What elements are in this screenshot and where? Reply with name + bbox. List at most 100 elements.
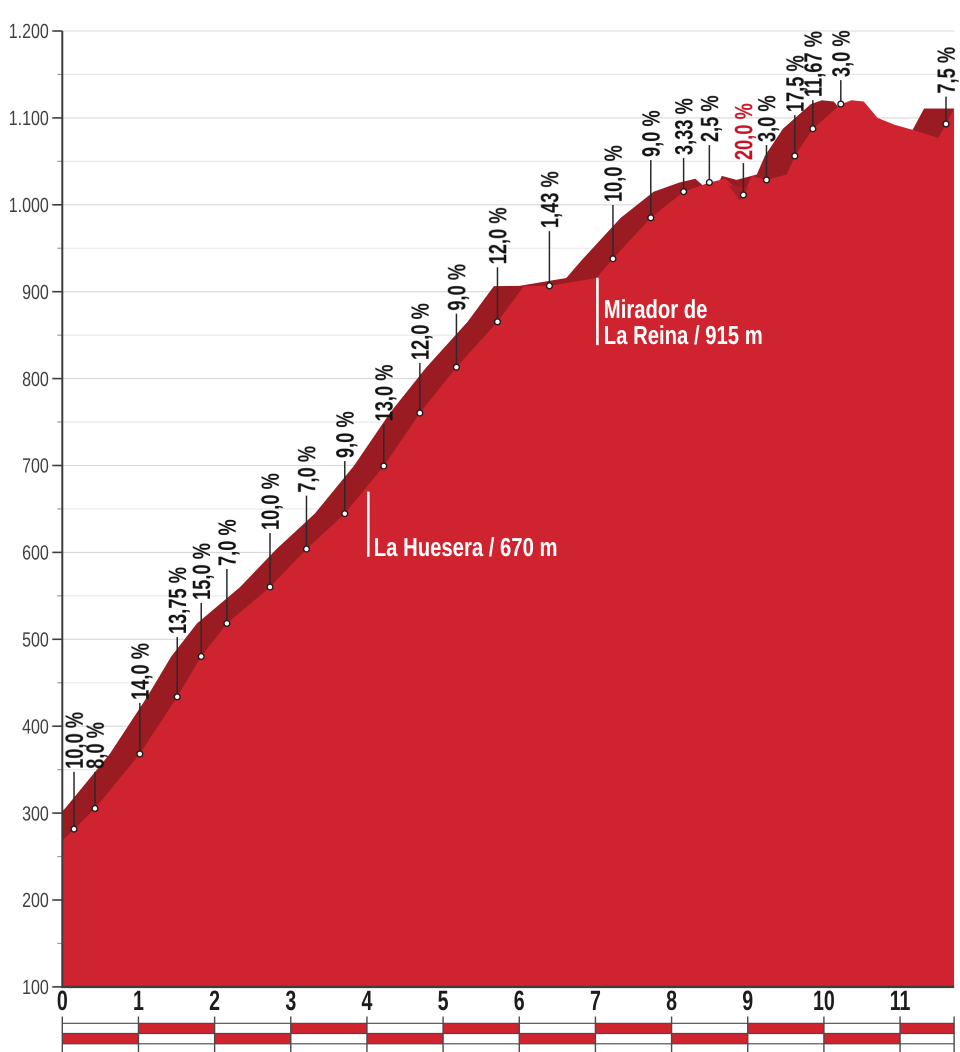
profile-dot: [942, 120, 950, 128]
x-tick-label: 2: [209, 985, 220, 1016]
profile-dot: [762, 176, 771, 184]
ruler-block-row1: [671, 1023, 748, 1034]
profile-dot: [809, 125, 817, 133]
x-tick-label: 3: [285, 985, 296, 1016]
profile-dot: [70, 825, 78, 833]
y-tick-label: 900: [22, 281, 49, 304]
profile-dot: [739, 191, 747, 199]
profile-dot: [493, 318, 502, 326]
ruler-block-row2: [823, 1033, 901, 1044]
gradient-label: 10,0 %: [61, 712, 89, 769]
gradient-label: 11,67 %: [800, 31, 828, 97]
profile-dot: [647, 214, 655, 222]
x-axis-labels: 0 1 2 3 4 5 6 7 8 9 10 11: [57, 985, 911, 1016]
ruler-block-row1: [62, 1023, 139, 1034]
profile-dot: [416, 409, 424, 417]
ruler-block-row2: [519, 1033, 596, 1044]
gradient-label-lines: [73, 80, 947, 830]
ruler-block-row1: [214, 1023, 291, 1034]
gradient-label: 12,0 %: [407, 303, 435, 360]
landmark-label: Mirador de: [604, 294, 708, 324]
y-tick-label: 200: [22, 889, 49, 912]
profile-dot: [173, 693, 181, 701]
gradient-label: 8,0 %: [82, 722, 110, 769]
profile-dot: [302, 545, 311, 553]
gradient-label: 17,5 %: [782, 55, 810, 112]
y-tick-label: 300: [22, 802, 49, 825]
gradient-label: 14,0 %: [127, 643, 155, 700]
y-tick-label: 100: [22, 976, 49, 999]
profile-dot: [545, 282, 554, 290]
gradient-label: 7,0 %: [293, 446, 321, 493]
y-tick-label: 1.100: [9, 107, 49, 130]
ruler-block-row2: [747, 1033, 824, 1044]
gradient-label: 2,5 %: [696, 95, 724, 142]
y-tick-label: 1.000: [9, 194, 49, 217]
x-tick-label: 1: [133, 985, 144, 1016]
landmark-label: La Huesera / 670 m: [374, 532, 558, 562]
gradient-label: 12,0 %: [484, 207, 512, 264]
gradient-label: 13,0 %: [371, 365, 399, 422]
gradient-label: 9,0 %: [443, 264, 471, 311]
ruler-block-row1: [138, 1023, 215, 1034]
profile-dot: [380, 462, 388, 470]
ruler-block-row1: [747, 1023, 824, 1034]
y-tick-label: 600: [22, 542, 49, 565]
profile-group: [62, 100, 955, 987]
x-tick-label: 11: [890, 985, 911, 1016]
ruler-block-row2: [443, 1033, 520, 1044]
x-tick-label: 0: [57, 985, 68, 1016]
landmark-label: La Reina / 915 m: [604, 320, 763, 350]
profile-dot: [837, 100, 845, 108]
gradient-label: 7,0 %: [214, 519, 242, 566]
y-axis-ticks: 1.200 1.100 1.000 900 800 700 600 500 400 300 200 1…: [9, 20, 63, 999]
ruler-block-row2: [900, 1033, 955, 1044]
gradient-label: 7,5 %: [933, 47, 960, 94]
y-tick-label: 1.200: [9, 20, 49, 43]
profile-dot: [197, 652, 205, 661]
profile-dot: [452, 363, 461, 371]
profile-dot: [266, 583, 274, 591]
profile-dot: [680, 188, 688, 196]
ruler-block-row1: [290, 1023, 367, 1034]
km-ruler: [61, 1016, 955, 1052]
y-tick-label: 500: [22, 629, 49, 652]
y-tick-label: 800: [22, 368, 49, 391]
x-tick-label: 7: [590, 985, 601, 1016]
ruler-block-row2: [366, 1033, 444, 1044]
x-tick-label: 9: [742, 985, 753, 1016]
gradient-label: 9,0 %: [638, 110, 666, 157]
gradient-label: 3,33 %: [670, 98, 698, 155]
gradient-label: 9,0 %: [332, 411, 360, 458]
x-tick-label: 10: [813, 985, 835, 1016]
gradient-labels: 10,0 %8,0 %14,0 %13,75 %15,0 %7,0 %10,0 …: [61, 30, 960, 768]
gradient-label: 15,0 %: [188, 543, 216, 600]
profile-dot: [791, 152, 799, 160]
x-tick-label: 8: [666, 985, 677, 1016]
ruler-block-row1: [595, 1023, 672, 1034]
x-tick-label: 6: [514, 985, 525, 1016]
gradient-label: 3,0 %: [828, 30, 856, 77]
ruler-block-row2: [290, 1033, 367, 1044]
x-tick-label: 5: [438, 985, 449, 1016]
ruler-block-row1: [519, 1023, 596, 1034]
profile-dot: [609, 255, 617, 263]
profile-dots: [70, 100, 950, 833]
gradient-label: 10,0 %: [257, 473, 285, 530]
gradient-label: 13,75 %: [164, 567, 192, 634]
gradient-label: 3,0 %: [753, 95, 781, 142]
profile-area: [62, 100, 955, 987]
x-tick-label: 4: [361, 985, 372, 1016]
ruler-block-row1: [366, 1023, 444, 1034]
gradient-label: 20,0 %: [730, 103, 758, 160]
ruler-block-row2: [214, 1033, 291, 1044]
ruler-block-row1: [443, 1023, 520, 1034]
ruler-block-row2: [671, 1033, 748, 1044]
gradient-label: 1,43 %: [536, 171, 564, 228]
y-tick-label: 400: [22, 715, 49, 738]
profile-dot: [91, 804, 99, 813]
profile-dot: [223, 619, 231, 628]
ruler-block-row2: [595, 1033, 672, 1044]
